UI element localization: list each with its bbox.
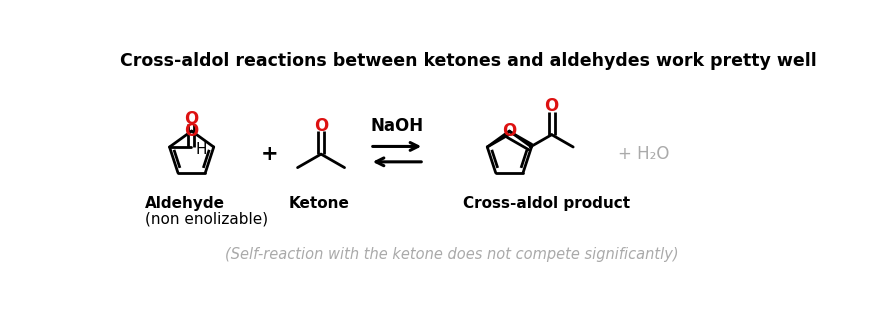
- Text: Cross-aldol reactions between ketones and aldehydes work pretty well: Cross-aldol reactions between ketones an…: [120, 52, 817, 70]
- Text: + H₂O: + H₂O: [618, 145, 669, 163]
- Text: O: O: [544, 97, 559, 115]
- Text: Ketone: Ketone: [288, 196, 349, 211]
- Text: O: O: [184, 122, 198, 140]
- Text: Cross-aldol product: Cross-aldol product: [463, 196, 630, 211]
- Text: O: O: [502, 122, 517, 140]
- Text: H: H: [196, 142, 207, 157]
- Text: NaOH: NaOH: [370, 117, 423, 135]
- Text: +: +: [260, 144, 278, 164]
- Text: Aldehyde: Aldehyde: [146, 196, 225, 211]
- Text: (non enolizable): (non enolizable): [146, 211, 268, 226]
- Text: O: O: [314, 117, 328, 135]
- Text: O: O: [184, 109, 198, 128]
- Text: (Self-reaction with the ketone does not compete significantly): (Self-reaction with the ketone does not …: [225, 247, 679, 262]
